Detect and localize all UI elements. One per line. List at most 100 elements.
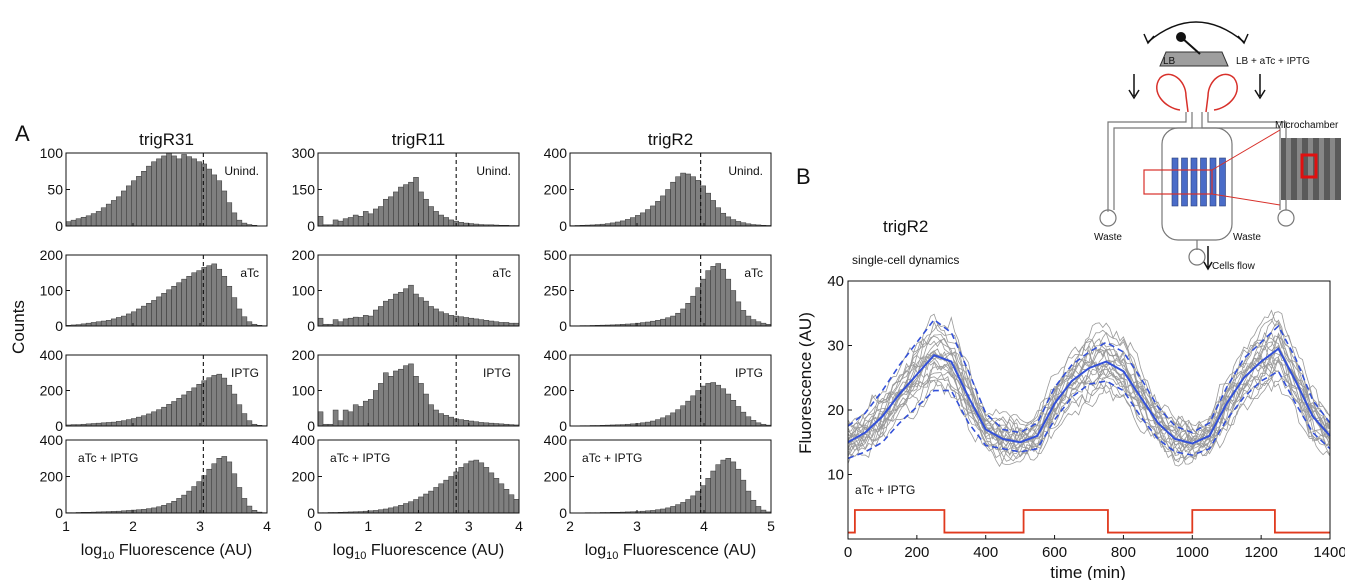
histogram-bar [423,493,429,514]
histogram-bar [216,180,223,227]
histogram-bar [95,211,102,227]
histogram-bar [675,409,681,427]
histogram-bar [463,463,470,514]
histogram-bar [236,219,243,227]
histogram-bar [755,321,762,327]
histogram-bar [393,293,399,327]
histogram-bar [675,312,681,327]
histogram-bar [418,383,424,427]
x-axis-label-subscript: 10 [354,550,366,562]
histogram-bar [357,216,364,227]
y-tick-label: 0 [307,218,315,234]
histogram-bar [141,509,147,514]
histogram-bar [357,406,364,427]
histogram-bar [680,502,686,514]
histogram-bar [206,377,212,427]
histogram-bar [186,276,192,327]
histogram-bar [166,152,172,227]
histogram-bar [423,300,429,327]
histogram-bar [710,382,716,427]
histogram-bar [408,181,414,227]
histogram-bar [428,404,434,427]
y-tick-label: 0 [307,318,315,334]
condition-label: aTc [744,266,763,280]
histogram-bar [705,478,711,514]
condition-label: aTc [240,266,259,280]
histogram-bar [665,189,671,227]
y-tick-label: 20 [827,402,844,419]
histogram-bar [408,363,414,427]
histogram-bar [725,458,732,514]
histogram-bar [670,506,676,514]
histogram-bar [347,411,354,427]
x-tick-label: 800 [1111,544,1136,561]
histogram-bar [720,268,727,327]
histogram-bar [352,404,359,427]
histogram-bar [196,161,202,227]
histogram-bar [156,296,162,327]
histogram-bar [614,221,621,227]
histogram-bar [131,180,137,227]
histogram-bar [126,185,132,227]
valve-lever [1181,37,1201,55]
histogram-bar [166,404,172,427]
histogram-bar [488,472,495,514]
cell-trap-channel [1171,157,1179,207]
y-tick-label: 400 [40,347,64,363]
histogram-bar [231,473,238,514]
histogram-bar [378,383,384,427]
histogram-bar [478,462,485,514]
histogram-bar [378,206,384,227]
histogram-bar [166,289,172,327]
histogram-bar [715,263,722,327]
histogram-bar [110,318,117,327]
histogram-bar [433,409,439,427]
histogram-bar [685,400,691,427]
histogram-bar [342,218,349,227]
histogram-bar [755,506,762,514]
histogram-bar [226,285,233,327]
histogram-bar [670,315,676,327]
x-tick-label: 1400 [1313,544,1345,561]
histogram-bar [498,322,505,327]
histogram-bar [136,416,142,427]
histogram-bar [362,315,369,327]
histogram-bar [443,217,449,227]
x-axis-label: log10 Fluorescence (AU) [81,542,252,562]
histogram-bar [478,319,485,327]
histogram-bar [458,316,464,327]
histogram-bar [745,315,752,327]
histogram-bar [720,388,727,427]
histogram-bar [171,155,177,227]
histogram-bar [438,311,444,327]
histogram-bar [640,212,646,227]
histogram-bar [383,300,389,327]
histogram-bar [735,468,742,514]
condition-label: Unind. [728,164,763,178]
histogram-bar [100,320,107,327]
histogram-bar [136,308,142,327]
histogram-bar [332,219,339,227]
histogram-bar [171,285,177,327]
input-label: aTc + IPTG [855,483,915,497]
y-tick-label: 200 [40,469,64,485]
histogram-bar [171,401,177,427]
histogram-bar [438,413,444,427]
histogram-bar [483,320,490,327]
fluorescence-axis-label: Fluorescence (AU) [796,312,815,454]
condition-label: aTc [492,266,511,280]
y-tick-label: 0 [307,505,315,521]
histogram-bar [418,191,424,227]
histogram-bar [181,278,187,327]
histogram-bar [373,309,379,327]
single-cell-trace [847,377,1331,459]
y-tick-label: 0 [307,418,315,434]
single-cell-trace [847,337,1331,468]
histogram-bar [236,308,243,327]
histogram-bar [378,509,384,514]
histogram-bar [398,292,404,327]
condition-label: IPTG [483,366,511,380]
histogram-bar [317,411,324,427]
histogram-bar [357,317,364,327]
valve-platform [1159,51,1229,67]
